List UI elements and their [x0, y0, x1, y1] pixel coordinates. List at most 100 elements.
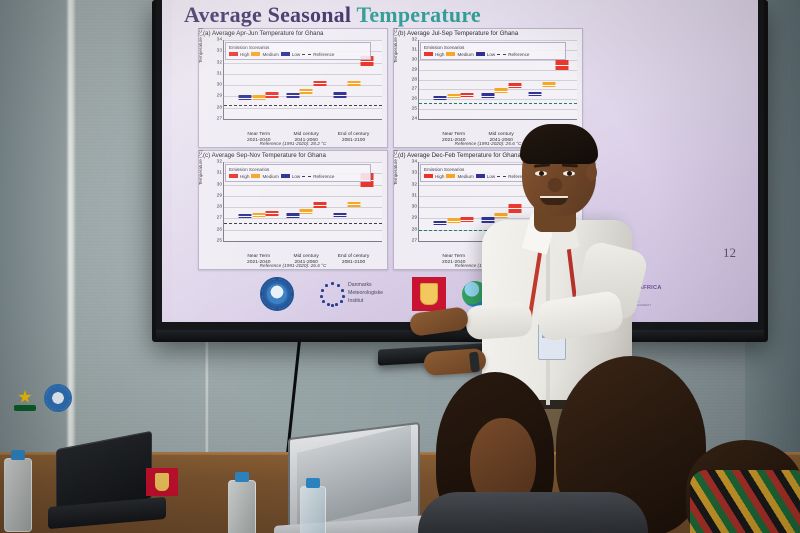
- chart-a-y-tick: 27: [216, 116, 222, 122]
- dmi-star-dot: [331, 282, 334, 285]
- legend-swatch-low-icon: [280, 52, 290, 56]
- chart-panel-b: (b) Average Jul-Sep Temperature for Ghan…: [393, 28, 583, 148]
- chart-a-box-high: [313, 80, 327, 87]
- chart-a-legend-title: Emission Scenarios: [229, 45, 270, 50]
- chart-c-box-high: [265, 210, 279, 217]
- chart-d-box-low: [433, 220, 447, 226]
- dmi-star-dot: [331, 304, 334, 307]
- slide-page-number: 12: [723, 245, 736, 260]
- legend-label-reference: Reference: [313, 173, 335, 179]
- dmi-star-dot: [335, 303, 338, 306]
- chart-a-box-high: [360, 55, 374, 66]
- chart-c-x-tick-line: Mid century: [293, 253, 319, 259]
- chart-a-legend-row: High Medium Low Reference: [229, 52, 367, 57]
- un-emblem-small-icon: [44, 384, 72, 412]
- chart-b-y-tick: 31: [411, 47, 417, 53]
- chart-d-legend-row: High Medium Low Reference: [424, 174, 562, 179]
- chart-b-y-tick: 25: [411, 106, 417, 112]
- legend-label-low: Low: [291, 51, 301, 57]
- audience-headwrap: [690, 470, 800, 533]
- chart-d-x-tick-line: 2021-2040: [442, 260, 466, 266]
- chart-a-box-medium: [347, 80, 361, 87]
- chart-a-y-tick: 32: [216, 60, 222, 66]
- box-median-line: [494, 90, 508, 92]
- dmi-logo-label: Danmarks Meteorologiske Institut: [348, 282, 384, 304]
- legend-swatch-medium-icon: [251, 52, 261, 56]
- chart-d-x-tick-line: Near Term: [442, 253, 466, 259]
- box-median-line: [460, 95, 474, 97]
- chart-b-x-tick-line: 2041-2060: [489, 138, 513, 144]
- chart-b-gridline: [419, 40, 577, 41]
- chart-b-x-category: Mid century 2041-2060: [473, 132, 529, 145]
- dmi-stars-icon: [320, 282, 346, 307]
- chart-c-title: (c) Average Sep-Nov Temperature for Ghan…: [203, 152, 326, 159]
- chart-c-gridline: [224, 241, 382, 242]
- legend-swatch-reference-icon: [302, 53, 312, 55]
- dmi-star-dot: [320, 295, 323, 298]
- chart-c-y-tick: 32: [216, 159, 222, 165]
- wall-seam-left: [66, 0, 76, 470]
- chart-d-y-tick: 33: [411, 170, 417, 176]
- legend-swatch-low-icon: [475, 174, 485, 178]
- box-median-line: [347, 83, 361, 85]
- chart-a-reference-line: [224, 105, 382, 107]
- chart-d-y-tick: 34: [411, 159, 417, 165]
- dmi-star-dot: [327, 303, 330, 306]
- box-median-line: [447, 96, 461, 98]
- chart-c-x-tick-line: 2081-2100: [341, 260, 366, 266]
- chart-c-legend-title: Emission Scenarios: [229, 167, 270, 172]
- chart-b-box-low: [481, 93, 495, 99]
- chart-c-x-category: End of century 2081-2100: [326, 254, 382, 267]
- chart-c-y-tick: 25: [216, 238, 222, 244]
- chart-c-y-tick: 29: [216, 193, 222, 199]
- denmark-crest-flag-icon: [412, 277, 446, 311]
- slide-title-main: Average Seasonal: [184, 2, 357, 27]
- slide-title: Average Seasonal Temperature: [184, 2, 654, 28]
- chart-d-y-tick: 31: [411, 193, 417, 199]
- water-bottle-left: [4, 450, 32, 532]
- audience-shoulder: [418, 492, 648, 533]
- chart-c-gridline: [224, 229, 382, 231]
- chart-a-x-category: Mid century 2041-2060: [278, 132, 334, 145]
- chart-a-y-tick: 34: [216, 37, 222, 43]
- chart-b-gridline: [419, 69, 577, 71]
- legend-label-medium: Medium: [457, 51, 474, 57]
- chart-c-box-low: [333, 212, 347, 218]
- box-median-line: [542, 84, 556, 86]
- chart-a-x-category: End of century 2081-2100: [326, 132, 382, 145]
- chart-c-box-high: [313, 201, 327, 209]
- chart-c-box-medium: [299, 209, 313, 214]
- box-median-line: [508, 85, 522, 87]
- chart-d-y-tick: 29: [411, 215, 417, 221]
- chart-b-y-tick: 27: [411, 86, 417, 92]
- legend-swatch-high-icon: [229, 174, 238, 178]
- box-median-line: [447, 220, 461, 222]
- box-median-line: [238, 216, 252, 218]
- chart-a-gridline: [224, 119, 382, 120]
- chart-d-y-tick: 32: [411, 182, 417, 188]
- legend-label-reference: Reference: [508, 51, 530, 57]
- box-median-line: [508, 208, 522, 210]
- legend-label-low: Low: [486, 51, 496, 57]
- presenter-ear: [586, 164, 597, 181]
- chart-a-x-tick-line: 2021-2040: [247, 138, 271, 144]
- chart-a-y-tick: 31: [216, 71, 222, 77]
- legend-label-high: High: [240, 173, 250, 179]
- chart-a-gridline: [224, 85, 382, 87]
- chart-c-reference-note: Reference (1991-2020): 26.6 °C: [259, 263, 327, 268]
- box-median-line: [360, 60, 374, 62]
- chart-a-legend: Emission Scenarios High Medium Low Reference: [225, 42, 371, 60]
- dmi-star-dot: [337, 284, 340, 287]
- chart-a-box-high: [265, 91, 279, 98]
- dmi-star-dot: [341, 289, 344, 292]
- denmark-crest-icon: [155, 473, 169, 491]
- chart-c-gridline: [224, 162, 382, 163]
- box-median-line: [481, 95, 495, 97]
- chart-a-gridline: [224, 40, 382, 41]
- chart-c-box-low: [286, 212, 300, 219]
- legend-label-medium: Medium: [262, 173, 279, 179]
- chart-d-legend-title: Emission Scenarios: [424, 167, 465, 172]
- legend-label-low: Low: [486, 173, 496, 179]
- chart-a-y-tick: 33: [216, 48, 222, 54]
